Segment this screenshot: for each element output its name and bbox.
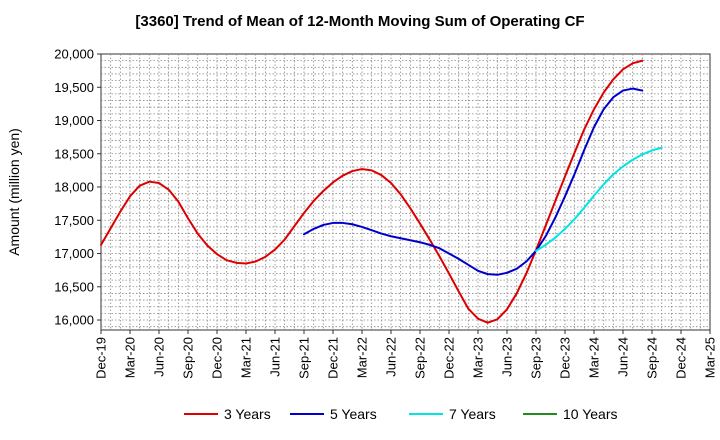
x-tick-label: Dec-19 xyxy=(94,337,109,379)
y-tick-label: 18,500 xyxy=(54,146,94,161)
x-tick-label: Dec-20 xyxy=(210,337,225,379)
x-tick-label: Dec-21 xyxy=(326,337,341,379)
y-tick-label: 17,500 xyxy=(54,213,94,228)
y-tick-label: 18,000 xyxy=(54,180,94,195)
x-tick-label: Jun-21 xyxy=(268,337,283,377)
grid-lines xyxy=(101,54,710,330)
series-line-7-years xyxy=(535,146,663,252)
y-axis-label: Amount (million yen) xyxy=(6,128,22,256)
x-tick-label: Mar-25 xyxy=(703,337,718,378)
x-tick-label: Dec-22 xyxy=(442,337,457,379)
x-tick-label: Dec-24 xyxy=(674,337,689,379)
y-tick-label: 16,500 xyxy=(54,279,94,294)
x-tick-label: Sep-21 xyxy=(297,337,312,379)
x-tick-label: Mar-24 xyxy=(587,337,602,378)
legend-label: 3 Years xyxy=(224,406,271,422)
x-tick-label: Mar-23 xyxy=(471,337,486,378)
x-tick-label: Sep-24 xyxy=(645,337,660,379)
legend-label: 5 Years xyxy=(330,406,377,422)
legend: 3 Years 5 Years 7 Years 10 Years xyxy=(184,406,618,422)
series-line-5-years xyxy=(303,87,644,276)
y-tick-label: 16,000 xyxy=(54,313,94,328)
x-axis-ticks: Dec-19 Mar-20 Jun-20 Sep-20 Dec-20 Mar-21 Jun-… xyxy=(94,330,718,379)
x-tick-label: Mar-22 xyxy=(355,337,370,378)
x-tick-label: Dec-23 xyxy=(558,337,573,379)
x-tick-label: Mar-21 xyxy=(239,337,254,378)
series-lines xyxy=(100,59,663,324)
y-tick-label: 19,000 xyxy=(54,113,94,128)
y-tick-label: 19,500 xyxy=(54,80,94,95)
y-tick-label: 17,000 xyxy=(54,246,94,261)
y-axis-ticks: 16,000 16,500 17,000 17,500 18,000 18,500 19,0… xyxy=(54,47,101,328)
x-tick-label: Jun-20 xyxy=(152,337,167,377)
legend-label: 7 Years xyxy=(449,406,496,422)
series-line-3-years xyxy=(100,59,644,324)
x-tick-label: Sep-20 xyxy=(181,337,196,379)
x-tick-label: Sep-23 xyxy=(529,337,544,379)
plot-area xyxy=(100,53,711,331)
x-tick-label: Sep-22 xyxy=(413,337,428,379)
y-tick-label: 20,000 xyxy=(54,47,94,62)
legend-label: 10 Years xyxy=(563,406,618,422)
x-tick-label: Jun-23 xyxy=(500,337,515,377)
x-tick-label: Jun-22 xyxy=(384,337,399,377)
x-tick-label: Jun-24 xyxy=(616,337,631,377)
chart-title: [3360] Trend of Mean of 12-Month Moving … xyxy=(135,13,584,30)
x-tick-label: Mar-20 xyxy=(123,337,138,378)
